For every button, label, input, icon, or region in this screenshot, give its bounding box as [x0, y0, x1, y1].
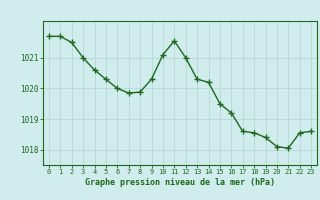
X-axis label: Graphe pression niveau de la mer (hPa): Graphe pression niveau de la mer (hPa) [85, 178, 275, 187]
